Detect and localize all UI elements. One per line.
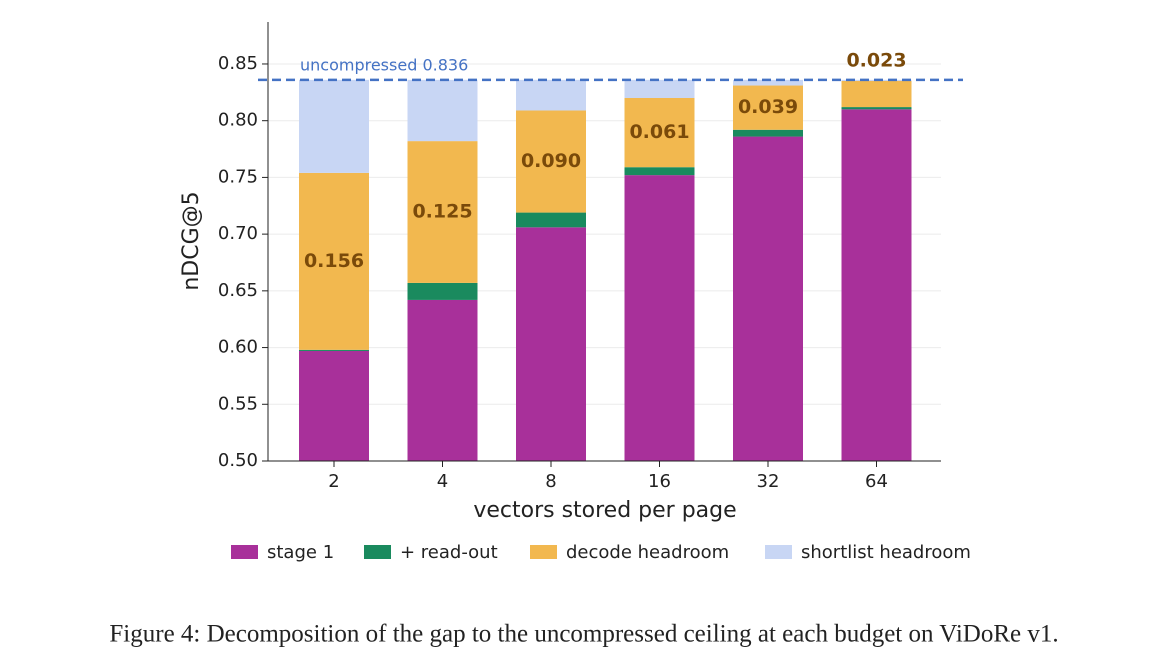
legend-label: shortlist headroom <box>801 542 971 563</box>
legend-label: decode headroom <box>566 542 729 563</box>
bar-segment <box>516 110 586 213</box>
bar-segment <box>733 85 803 130</box>
x-tick-label: 16 <box>648 471 671 492</box>
legend-label: stage 1 <box>267 542 334 563</box>
x-axis-label: vectors stored per page <box>473 498 736 523</box>
bar-segment <box>624 98 695 168</box>
bar-segment <box>624 79 695 99</box>
reference-label: uncompressed 0.836 <box>300 55 468 74</box>
bar-segment <box>299 350 369 461</box>
y-tick-label: 0.60 <box>218 337 258 358</box>
bar-segment <box>624 175 695 462</box>
bar-segment <box>407 282 478 300</box>
data-label: 0.125 <box>412 201 472 223</box>
bar-segment <box>841 109 912 461</box>
bar-segment <box>299 79 369 173</box>
data-label: 0.023 <box>846 50 906 72</box>
y-tick-label: 0.55 <box>218 393 258 414</box>
y-tick-label: 0.65 <box>218 280 258 301</box>
x-tick-label: 4 <box>437 471 448 492</box>
bar-segment <box>516 79 586 111</box>
bar-segment <box>407 79 478 142</box>
legend-swatch <box>231 545 258 559</box>
bar-segment <box>624 167 695 176</box>
caption: Figure 4: Decomposition of the gap to th… <box>109 621 1058 648</box>
y-tick-label: 0.80 <box>218 110 258 131</box>
data-label: 0.039 <box>738 96 798 118</box>
y-tick-label: 0.85 <box>218 53 258 74</box>
data-label: 0.156 <box>304 250 364 272</box>
bar-segment <box>733 136 803 462</box>
bar-segment <box>841 107 912 110</box>
legend-swatch <box>364 545 391 559</box>
legend-label: + read-out <box>400 542 498 563</box>
x-tick-label: 64 <box>865 471 888 492</box>
legend-swatch <box>765 545 792 559</box>
x-tick-label: 8 <box>545 471 556 492</box>
bar-segment <box>733 129 803 137</box>
x-tick-label: 2 <box>328 471 339 492</box>
bar-segment <box>407 299 478 461</box>
bar-segment <box>516 212 586 228</box>
y-axis-label: nDCG@5 <box>179 191 204 290</box>
y-tick-label: 0.50 <box>218 450 258 471</box>
bar-segment <box>733 79 803 86</box>
data-label: 0.061 <box>629 121 689 143</box>
bar-segment <box>299 172 369 350</box>
bar-segment <box>407 141 478 283</box>
bar-segment <box>516 227 586 461</box>
bar-segment <box>841 80 912 108</box>
x-tick-label: 32 <box>757 471 780 492</box>
y-tick-label: 0.75 <box>218 166 258 187</box>
y-tick-label: 0.70 <box>218 223 258 244</box>
data-label: 0.090 <box>521 150 581 172</box>
bar-segment <box>299 349 369 351</box>
legend-swatch <box>530 545 557 559</box>
